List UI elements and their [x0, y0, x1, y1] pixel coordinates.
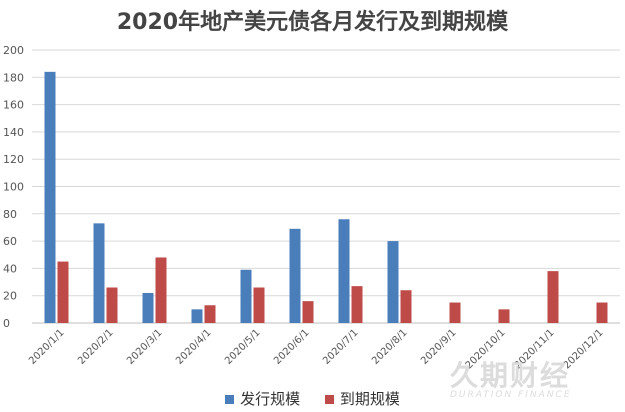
x-tick-label: 2020/5/1 [223, 327, 263, 367]
bar-maturity [596, 302, 608, 323]
bar-maturity [57, 261, 69, 323]
bar-issuance [338, 219, 350, 323]
legend-item-maturity: 到期规模 [324, 388, 400, 409]
watermark-subtext: DURATION FINANCE [450, 390, 572, 400]
legend-swatch-issuance [225, 395, 235, 404]
legend-label-maturity: 到期规模 [339, 390, 400, 408]
legend-swatch-maturity [324, 395, 334, 404]
bar-issuance [387, 241, 399, 323]
bar-maturity [155, 257, 167, 323]
x-tick-label: 2020/6/1 [272, 327, 312, 367]
bar-issuance [142, 292, 154, 323]
x-tick-label: 2020/1/1 [27, 327, 67, 367]
bar-maturity [547, 271, 559, 323]
chart-title: 2020年地产美元债各月发行及到期规模 [116, 10, 509, 35]
bar-issuance [44, 71, 56, 323]
y-tick-label: 100 [3, 181, 24, 194]
y-tick-label: 200 [3, 44, 24, 57]
y-tick-label: 180 [3, 71, 24, 84]
watermark-text: 久期财经 [450, 359, 571, 392]
bar-maturity [351, 286, 363, 323]
y-axis-ticks: 0 20 40 60 80 100 120 140 160 180 200 [3, 44, 24, 330]
bar-issuance [191, 309, 203, 323]
legend-item-issuance: 发行规模 [225, 388, 300, 409]
watermark-logo: 久期财经 DURATION FINANCE [450, 359, 572, 401]
bar-maturity [498, 309, 510, 323]
y-tick-label: 80 [3, 208, 17, 221]
y-tick-label: 120 [3, 153, 24, 166]
legend: 发行规模 到期规模 [0, 388, 625, 409]
bars [44, 71, 608, 323]
bar-maturity [204, 305, 216, 323]
x-tick-label: 2020/8/1 [370, 327, 410, 367]
y-tick-label: 160 [3, 99, 24, 112]
x-tick-label: 2020/3/1 [125, 327, 165, 367]
bar-maturity [400, 290, 412, 323]
bar-issuance [289, 228, 301, 323]
y-tick-label: 0 [3, 317, 10, 330]
x-tick-label: 2020/2/1 [76, 327, 116, 367]
bar-maturity [302, 301, 314, 323]
y-tick-label: 40 [3, 262, 17, 275]
y-tick-label: 140 [3, 126, 24, 139]
x-tick-label: 2020/7/1 [321, 327, 361, 367]
bar-issuance [93, 223, 105, 323]
gridlines [32, 49, 620, 324]
bar-maturity [253, 287, 265, 323]
y-tick-label: 60 [3, 235, 17, 248]
bar-maturity [449, 302, 461, 323]
y-tick-label: 20 [3, 290, 17, 303]
legend-label-issuance: 发行规模 [240, 390, 301, 408]
bar-issuance [240, 269, 252, 323]
bar-maturity [106, 287, 118, 323]
x-tick-label: 2020/4/1 [174, 327, 214, 367]
